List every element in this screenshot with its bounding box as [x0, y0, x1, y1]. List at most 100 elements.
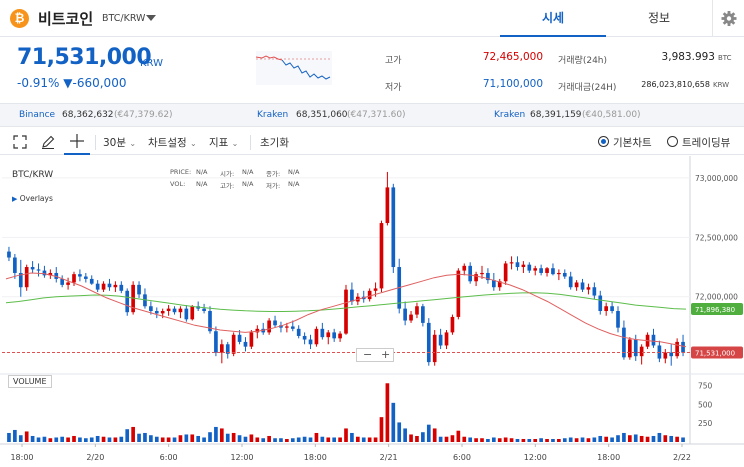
candle-body[interactable]	[539, 268, 543, 273]
candle-body[interactable]	[651, 334, 656, 346]
candle-body[interactable]	[675, 341, 679, 357]
candle-body[interactable]	[214, 331, 218, 353]
candle-body[interactable]	[610, 306, 614, 312]
candle-body[interactable]	[302, 335, 307, 340]
candle-body[interactable]	[48, 272, 53, 276]
candle-body[interactable]	[231, 334, 236, 354]
tab-quote[interactable]: 시세	[500, 0, 606, 37]
zoom-controls[interactable]: − +	[356, 348, 394, 362]
candle-body[interactable]	[515, 262, 520, 268]
candle-body[interactable]	[285, 326, 289, 328]
candle-body[interactable]	[586, 287, 591, 290]
candle-body[interactable]	[113, 284, 118, 288]
candle-body[interactable]	[267, 320, 271, 333]
candle-body[interactable]	[663, 352, 668, 359]
candle-body[interactable]	[521, 264, 526, 268]
coin-pair[interactable]: BTC/KRW	[102, 13, 146, 24]
candle-body[interactable]	[172, 308, 177, 313]
chart-settings-menu[interactable]: 차트설정 ⌄	[148, 135, 197, 150]
candle-body[interactable]	[344, 289, 348, 334]
candle-body[interactable]	[7, 251, 11, 258]
candle-body[interactable]	[320, 328, 325, 338]
candle-body[interactable]	[592, 287, 597, 296]
candle-body[interactable]	[669, 352, 674, 357]
candle-body[interactable]	[314, 328, 319, 345]
candle-body[interactable]	[509, 262, 514, 264]
candle-body[interactable]	[143, 294, 147, 307]
candle-body[interactable]	[580, 282, 585, 290]
candle-body[interactable]	[373, 288, 378, 291]
candle-body[interactable]	[107, 283, 112, 288]
candle-body[interactable]	[219, 344, 224, 353]
zoom-out-icon[interactable]: −	[363, 348, 373, 361]
candle-body[interactable]	[421, 306, 425, 323]
candle-body[interactable]	[385, 187, 390, 224]
candle-body[interactable]	[225, 344, 230, 354]
zoom-in-icon[interactable]: +	[381, 348, 391, 361]
candle-body[interactable]	[627, 339, 632, 358]
candle-body[interactable]	[24, 267, 29, 288]
coin-name[interactable]: 비트코인	[38, 10, 94, 28]
tab-info[interactable]: 정보	[647, 11, 671, 25]
candle-body[interactable]	[273, 320, 277, 326]
candle-body[interactable]	[332, 332, 337, 339]
candle-body[interactable]	[426, 322, 431, 363]
candle-body[interactable]	[444, 332, 449, 346]
candle-body[interactable]	[450, 316, 455, 333]
candle-body[interactable]	[568, 276, 573, 288]
candle-body[interactable]	[95, 283, 100, 290]
candle-body[interactable]	[622, 327, 626, 358]
candlestick-chart[interactable]: 73,000,000 72,500,000 72,000,000 750 500 250 7…	[0, 156, 744, 467]
candle-body[interactable]	[36, 269, 41, 271]
reset-button[interactable]: 초기화	[260, 137, 289, 149]
candle-body[interactable]	[616, 311, 620, 328]
basic-chart-label[interactable]: 기본차트	[613, 137, 652, 149]
candle-body[interactable]	[438, 334, 443, 346]
exchange-name[interactable]: Binance	[19, 110, 56, 120]
candle-body[interactable]	[474, 274, 478, 282]
candle-body[interactable]	[184, 308, 189, 320]
candle-body[interactable]	[403, 308, 407, 321]
candle-body[interactable]	[379, 223, 384, 289]
candle-body[interactable]	[60, 278, 65, 285]
settings-button[interactable]	[712, 0, 744, 37]
expand-icon[interactable]	[13, 135, 27, 149]
candle-body[interactable]	[462, 265, 467, 271]
candle-body[interactable]	[338, 333, 342, 339]
candle-body[interactable]	[545, 268, 549, 273]
candle-body[interactable]	[66, 282, 70, 285]
candle-body[interactable]	[533, 268, 538, 271]
candle-body[interactable]	[290, 326, 295, 329]
coin-dropdown-chevron-icon[interactable]	[146, 15, 156, 21]
candle-body[interactable]	[491, 280, 496, 288]
candle-body[interactable]	[574, 282, 579, 288]
candle-body[interactable]	[160, 311, 165, 314]
draw-pencil-icon[interactable]	[40, 134, 56, 150]
candle-body[interactable]	[391, 187, 396, 268]
candle-body[interactable]	[308, 339, 313, 345]
candle-body[interactable]	[456, 270, 461, 317]
candle-body[interactable]	[166, 308, 171, 312]
candle-body[interactable]	[18, 272, 23, 288]
candle-body[interactable]	[243, 341, 248, 347]
candle-body[interactable]	[149, 306, 153, 312]
candle-body[interactable]	[598, 295, 603, 312]
candle-body[interactable]	[639, 346, 644, 357]
candle-body[interactable]	[137, 284, 141, 295]
candle-body[interactable]	[468, 265, 473, 282]
candle-body[interactable]	[78, 274, 82, 277]
candle-body[interactable]	[551, 268, 555, 275]
tradingview-radio[interactable]	[667, 136, 678, 147]
candle-body[interactable]	[326, 332, 331, 338]
candle-body[interactable]	[367, 290, 372, 300]
candle-body[interactable]	[83, 276, 88, 279]
basic-chart-radio[interactable]	[598, 136, 609, 147]
candle-body[interactable]	[350, 289, 354, 302]
candle-body[interactable]	[178, 308, 183, 313]
candle-body[interactable]	[557, 272, 561, 275]
candle-body[interactable]	[486, 272, 490, 281]
exchange-name[interactable]: Kraken	[257, 110, 289, 120]
candle-body[interactable]	[154, 311, 159, 314]
candle-body[interactable]	[279, 325, 283, 328]
candle-body[interactable]	[432, 334, 437, 363]
